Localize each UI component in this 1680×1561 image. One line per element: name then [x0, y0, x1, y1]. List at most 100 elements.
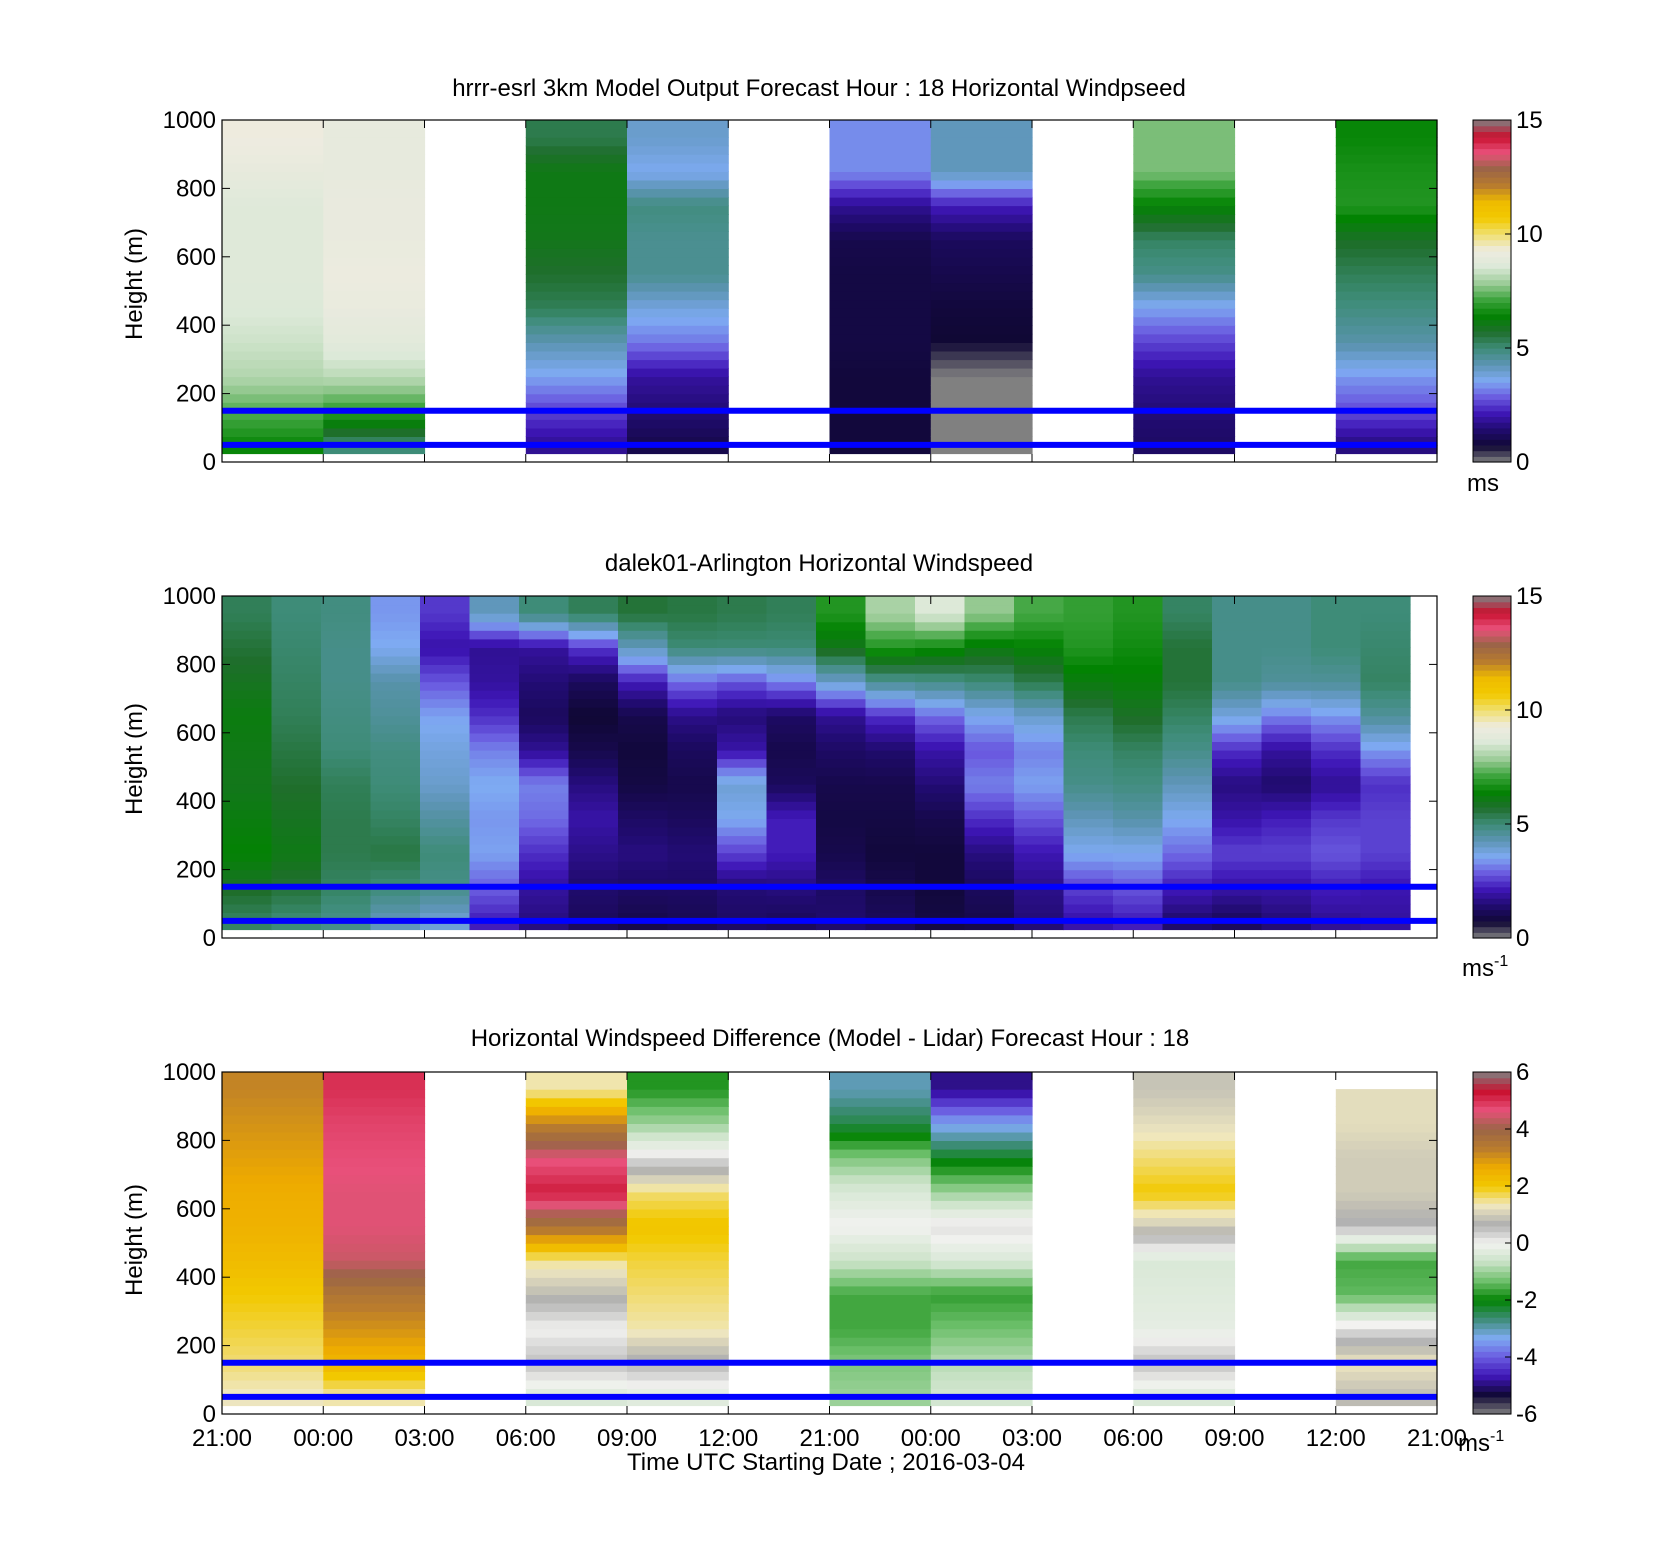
heatmap-cell: [1063, 895, 1114, 905]
heatmap-cell: [1014, 604, 1065, 614]
heatmap-cell: [323, 419, 426, 429]
heatmap-cell: [525, 1328, 628, 1338]
heatmap-cell: [1113, 707, 1164, 717]
heatmap-cell: [1360, 818, 1411, 828]
heatmap-cell: [469, 920, 520, 931]
heatmap-cell: [1014, 844, 1065, 854]
heatmap-cell: [222, 1354, 324, 1364]
colorbar-swatch: [1473, 909, 1511, 916]
heatmap-cell: [627, 419, 729, 429]
heatmap-cell: [1063, 715, 1114, 725]
colorbar-swatch: [1473, 262, 1511, 269]
heatmap-cell: [1014, 835, 1065, 845]
colorbar-swatch: [1473, 767, 1511, 774]
column-4: [627, 1072, 729, 1407]
heatmap-cell: [766, 886, 817, 896]
heatmap-cell: [321, 775, 372, 785]
heatmap-cell: [222, 818, 273, 828]
heatmap-cell: [915, 698, 966, 708]
colorbar-swatch: [1473, 273, 1511, 281]
heatmap-cell: [1212, 861, 1263, 871]
heatmap-cell: [420, 852, 471, 862]
heatmap-cell: [618, 775, 669, 785]
heatmap-cell: [766, 809, 817, 819]
heatmap-cell: [519, 758, 570, 768]
heatmap-cell: [1133, 1354, 1236, 1364]
heatmap-cell: [1133, 1337, 1236, 1347]
heatmap-cell: [829, 256, 932, 266]
heatmap-cell: [1014, 673, 1065, 683]
heatmap-cell: [525, 1225, 628, 1236]
heatmap-cell: [1335, 376, 1438, 386]
heatmap-cell: [568, 886, 619, 896]
colorbar-swatch: [1473, 1243, 1511, 1250]
heatmap-cell: [1063, 758, 1114, 768]
heatmap-cell: [519, 775, 570, 785]
heatmap-cell: [964, 920, 1015, 931]
colorbar-swatch: [1473, 1214, 1511, 1221]
heatmap-cell: [964, 647, 1015, 657]
heatmap-cell: [627, 137, 729, 147]
heatmap-cell: [519, 724, 570, 734]
y-tick-label: 1000: [163, 1059, 216, 1086]
heatmap-cell: [627, 1123, 729, 1133]
heatmap-cell: [1162, 792, 1213, 802]
heatmap-cell: [1335, 367, 1438, 378]
heatmap-cell: [865, 638, 916, 648]
heatmap-cell: [667, 732, 718, 742]
heatmap-cell: [1133, 342, 1236, 352]
heatmap-cell: [525, 316, 628, 326]
heatmap-cell: [1261, 912, 1312, 922]
heatmap-cell: [915, 792, 966, 802]
heatmap-cell: [930, 1149, 1033, 1159]
colorbar-swatch: [1473, 715, 1511, 722]
heatmap-cell: [323, 350, 426, 361]
heatmap-cell: [816, 715, 867, 725]
heatmap-cell: [469, 638, 520, 648]
heatmap-cell: [930, 1302, 1033, 1312]
heatmap-cell: [525, 1345, 628, 1355]
heatmap-cell: [627, 179, 729, 189]
heatmap-cell: [222, 613, 273, 623]
heatmap-cell: [525, 171, 628, 181]
heatmap-cell: [1162, 784, 1213, 794]
heatmap-cell: [271, 604, 322, 614]
colorbar-swatch: [1473, 698, 1511, 705]
heatmap-cell: [323, 333, 426, 343]
colorbar-swatch: [1473, 1106, 1511, 1113]
heatmap-cell: [1014, 596, 1065, 606]
heatmap-cell: [930, 333, 1033, 343]
heatmap-cell: [717, 613, 768, 623]
colorbar-swatch: [1473, 841, 1511, 848]
heatmap-cell: [525, 1260, 628, 1270]
heatmap-cell: [1360, 630, 1411, 640]
colorbar-swatch: [1473, 824, 1511, 831]
heatmap-cell: [525, 359, 628, 369]
colorbar-swatch: [1473, 1100, 1511, 1107]
heatmap-cell: [915, 835, 966, 845]
heatmap-cell: [618, 655, 669, 665]
heatmap-cell: [222, 1217, 324, 1227]
colorbar-swatch: [1473, 903, 1511, 911]
heatmap-cell: [930, 444, 1033, 455]
heatmap-cell: [1335, 1268, 1438, 1278]
heatmap-cell: [915, 818, 966, 828]
heatmap-cell: [627, 231, 729, 241]
heatmap-cell: [271, 912, 322, 922]
heatmap-cell: [525, 1251, 628, 1261]
heatmap-cell: [829, 325, 932, 335]
heatmap-cell: [1133, 282, 1236, 292]
heatmap-cell: [865, 613, 916, 623]
heatmap-cell: [964, 886, 1015, 896]
panel-model: hrrr-esrl 3km Model Output Forecast Hour…: [121, 75, 1543, 497]
heatmap-cell: [323, 128, 426, 138]
heatmap-cell: [222, 120, 324, 130]
heatmap-cell: [1335, 120, 1438, 130]
heatmap-cell: [321, 920, 372, 931]
heatmap-cell: [766, 767, 817, 777]
heatmap-cell: [519, 690, 570, 700]
heatmap-cell: [915, 749, 966, 760]
heatmap-cell: [323, 1191, 426, 1201]
colorbar-swatch: [1473, 1225, 1511, 1233]
heatmap-cell: [717, 732, 768, 742]
